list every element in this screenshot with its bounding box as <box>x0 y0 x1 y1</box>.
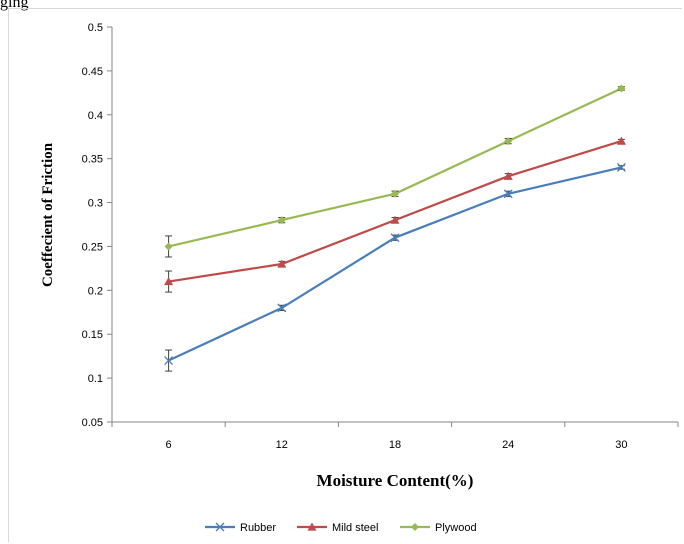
data-point <box>164 277 174 286</box>
chart-axes <box>111 27 678 423</box>
y-tick-label: 0.25 <box>82 241 103 253</box>
y-axis-title: Coeffecient of Friction <box>40 142 56 287</box>
data-point <box>616 162 626 172</box>
legend-item: Mild steel <box>297 522 378 534</box>
legend-marker <box>411 523 419 531</box>
axis-ticks: 0.05 0.1 0.15 0.2 0.25 0.3 0.35 0.4 0.45 0.5 6 12 18… <box>82 22 679 451</box>
x-tick-label: 24 <box>502 439 514 451</box>
data-point <box>277 216 286 225</box>
x-tick-label: 12 <box>276 439 288 451</box>
series-rubber <box>164 162 626 372</box>
chart-legend: Rubber Mild steel Plywood <box>205 522 477 534</box>
x-axis-title: Moisture Content(%) <box>317 471 474 490</box>
data-point <box>617 84 626 93</box>
y-tick-label: 0.5 <box>88 22 103 34</box>
legend-label: Plywood <box>435 522 477 534</box>
data-point-stroke <box>390 233 400 243</box>
data-point <box>503 189 513 199</box>
data-point <box>277 259 287 268</box>
legend-marker <box>215 522 225 532</box>
data-point <box>277 303 287 313</box>
data-point <box>390 233 400 243</box>
y-tick-label: 0.3 <box>88 198 103 210</box>
chart-frame <box>8 8 682 542</box>
data-point <box>390 215 400 224</box>
series-line <box>168 140 622 283</box>
legend-marker-stroke <box>215 522 225 532</box>
y-tick-label: 0.1 <box>88 373 103 385</box>
series-layer <box>164 84 626 372</box>
series-mild-steel <box>164 136 626 293</box>
series-plywood <box>164 84 626 258</box>
legend-marker <box>307 522 317 531</box>
legend-item: Plywood <box>400 522 477 534</box>
data-point <box>164 356 174 366</box>
legend-label: Mild steel <box>332 522 378 534</box>
data-point <box>391 189 399 198</box>
data-point <box>503 171 513 180</box>
y-tick-label: 0.4 <box>88 110 103 122</box>
y-tick-label: 0.45 <box>82 66 103 78</box>
data-point-stroke <box>277 303 287 313</box>
data-point-stroke <box>164 356 174 366</box>
data-point <box>504 137 513 146</box>
y-tick-label: 0.2 <box>88 285 103 297</box>
legend-item: Rubber <box>205 522 276 534</box>
page-text-fragment: ging <box>0 0 29 11</box>
y-tick-label: 0.15 <box>82 329 103 341</box>
y-tick-label: 0.05 <box>82 417 103 429</box>
x-tick-label: 30 <box>615 439 627 451</box>
data-point <box>616 136 626 145</box>
data-point <box>164 242 173 251</box>
x-tick-label: 18 <box>389 439 401 451</box>
y-tick-label: 0.35 <box>82 154 103 166</box>
x-tick-label: 6 <box>166 439 172 451</box>
data-point-stroke <box>616 162 626 172</box>
data-point-stroke <box>503 189 513 199</box>
legend-label: Rubber <box>240 522 276 534</box>
